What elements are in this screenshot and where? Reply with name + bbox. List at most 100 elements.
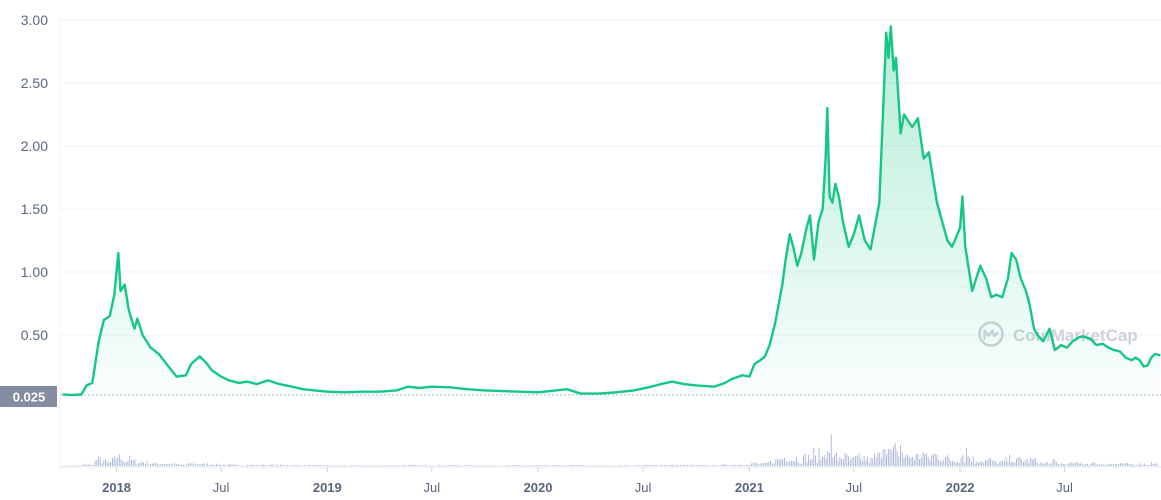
volume-bar (1113, 463, 1114, 466)
volume-bar (124, 462, 125, 466)
volume-bar (875, 457, 877, 466)
volume-bar (394, 465, 396, 466)
volume-bar (1137, 465, 1139, 466)
volume-bar (770, 460, 771, 466)
volume-bar (881, 458, 882, 466)
volume-bar (144, 463, 146, 466)
volume-bar (352, 465, 354, 466)
volume-bar (179, 464, 181, 466)
volume-bar (92, 465, 94, 466)
volume-bar (905, 454, 907, 466)
volume-bar (1062, 463, 1064, 466)
volume-bar (579, 465, 581, 466)
volume-bar (773, 463, 775, 466)
volume-bar (120, 459, 122, 466)
volume-bar (551, 465, 553, 466)
volume-bar (945, 457, 946, 466)
volume-bar (574, 465, 576, 466)
volume-bar (141, 461, 143, 466)
volume-bar (1005, 456, 1007, 466)
volume-bar (295, 465, 297, 466)
volume-bar (811, 459, 813, 466)
volume-bar (858, 453, 860, 466)
volume-bar (129, 455, 131, 466)
reference-badge: 0.025 (0, 386, 57, 407)
volume-bar (1007, 461, 1009, 466)
volume-bar (1064, 464, 1066, 466)
volume-bar (784, 457, 785, 466)
volume-bar (108, 462, 110, 466)
volume-bar (569, 464, 571, 466)
volume-bar (499, 465, 501, 466)
volume-bar (1042, 463, 1043, 466)
volume-bar (984, 459, 986, 466)
volume-bar (986, 460, 988, 466)
volume-bar (524, 465, 526, 466)
volume-bar (974, 463, 976, 466)
volume-bar (309, 465, 311, 466)
volume-bar (113, 456, 115, 466)
volume-bar (1147, 464, 1149, 466)
volume-bar (508, 465, 510, 466)
volume-bar (387, 465, 389, 466)
volume-bar (645, 464, 647, 466)
volume-bar (860, 458, 862, 466)
volume-bar (217, 465, 219, 466)
volume-bar (997, 464, 998, 466)
volume-bar (319, 465, 321, 466)
volume-bar (520, 465, 522, 466)
volume-bar (98, 456, 99, 466)
volume-bar (1125, 462, 1127, 466)
volume-bar (212, 464, 214, 466)
volume-bar (728, 465, 730, 466)
volume-bar (269, 464, 271, 466)
volume-bar (752, 462, 754, 466)
volume-bar (512, 465, 513, 466)
volume-bar (222, 464, 224, 466)
volume-bar (1094, 462, 1095, 466)
volume-bar (184, 464, 186, 466)
volume-bar (732, 464, 733, 466)
volume-bar (903, 457, 905, 466)
volume-bar (626, 465, 628, 466)
volume-bar (131, 460, 132, 466)
volume-bar (557, 465, 558, 466)
volume-bar (887, 449, 889, 466)
volume-bar (494, 465, 496, 466)
volume-bar (134, 459, 136, 466)
volume-bar (312, 465, 314, 466)
volume-bars (63, 434, 1159, 466)
volume-bar (1031, 458, 1033, 466)
volume-bar (693, 464, 695, 466)
volume-bar (983, 462, 985, 466)
volume-bar (1114, 463, 1116, 466)
volume-bar (777, 458, 778, 466)
volume-bar (1107, 464, 1109, 466)
volume-bar (525, 465, 527, 466)
volume-bar (664, 465, 666, 466)
volume-bar (136, 464, 138, 466)
volume-bar (1156, 463, 1158, 466)
volume-bar (927, 457, 929, 466)
volume-bar (91, 464, 93, 466)
volume-bar (751, 463, 752, 466)
volume-bar (624, 465, 626, 466)
x-tick-label: Jul (635, 480, 652, 495)
volume-bar (470, 465, 472, 466)
volume-bar (529, 465, 531, 466)
volume-bar (337, 465, 338, 466)
volume-bar (643, 465, 645, 466)
volume-bar (437, 465, 439, 466)
volume-bar (404, 465, 406, 466)
volume-bar (371, 465, 373, 466)
volume-bar (1068, 463, 1069, 466)
volume-bar (1016, 458, 1017, 466)
volume-bar (1014, 462, 1016, 466)
volume-bar (619, 465, 621, 466)
volume-bar (754, 462, 756, 466)
volume-bar (763, 463, 765, 466)
volume-bar (602, 465, 603, 466)
volume-bar (1158, 465, 1159, 466)
volume-bar (236, 464, 238, 466)
